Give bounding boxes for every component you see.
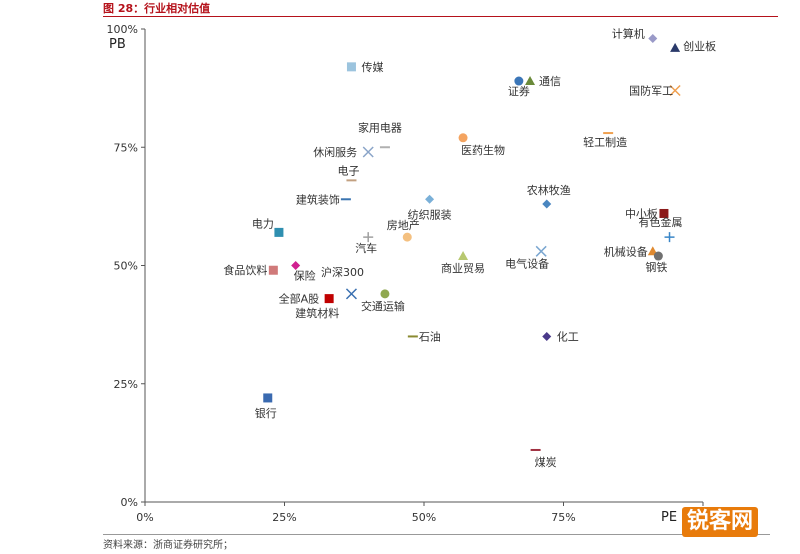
point-label: 电力	[252, 217, 274, 230]
point-沪深300	[345, 288, 357, 300]
point-label: 中小板	[625, 206, 658, 220]
x-tick-label: 75%	[551, 511, 575, 524]
point-label: 石油	[419, 329, 441, 343]
point-化工	[542, 331, 552, 341]
point-全部A股	[324, 294, 334, 304]
y-tick-label: 50%	[114, 260, 138, 273]
point-label: 有色金属	[639, 215, 683, 229]
point-label: 汽车	[355, 241, 377, 255]
point-label: 化工	[557, 329, 579, 343]
x-tick-label: 0%	[136, 511, 153, 524]
point-label: 轻工制造	[583, 135, 627, 149]
point-label: 传媒	[361, 61, 383, 74]
point-label: 保险	[294, 269, 316, 283]
point-label: 休闲服务	[313, 145, 357, 159]
y-axis-title: PB	[109, 37, 126, 52]
point-label: 煤炭	[535, 456, 557, 469]
watermark-logo: 锐客网	[682, 507, 758, 537]
point-有色金属	[664, 232, 675, 243]
point-电力	[274, 227, 284, 237]
point-商业贸易	[458, 251, 469, 261]
header-rule	[103, 16, 778, 17]
point-汽车	[363, 232, 374, 243]
point-label: 沪深300	[321, 265, 364, 279]
y-tick-label: 75%	[114, 141, 138, 154]
point-交通运输	[380, 289, 390, 299]
point-label: 全部A股	[279, 292, 320, 306]
point-证券	[514, 76, 524, 86]
point-label: 交通运输	[361, 299, 405, 313]
point-传媒	[346, 62, 356, 72]
source-note: 资料来源：浙商证券研究所；	[103, 540, 233, 551]
point-label: 建筑装饰	[296, 192, 340, 206]
point-电气设备	[535, 245, 547, 257]
point-保险	[291, 261, 301, 270]
point-农林牧渔	[542, 199, 552, 209]
point-label: 银行	[255, 406, 277, 420]
point-label: 钢铁	[645, 261, 667, 274]
y-tick-label: 100%	[107, 23, 138, 36]
point-label: 家用电器	[358, 120, 402, 134]
point-钢铁	[653, 251, 663, 261]
point-label: 商业贸易	[441, 261, 485, 275]
x-axis-title: PE	[661, 510, 677, 525]
point-国防军工	[669, 84, 681, 97]
point-label: 食品饮料	[223, 263, 267, 277]
x-tick-label: 25%	[272, 511, 296, 524]
point-label: 证券	[508, 84, 530, 98]
point-银行	[263, 393, 273, 403]
point-label: 医药生物	[461, 143, 505, 157]
point-label: 创业板	[683, 39, 716, 53]
point-中小板	[659, 208, 669, 218]
point-label: 计算机	[612, 26, 645, 40]
y-tick-label: 25%	[114, 378, 138, 391]
point-房地产	[402, 232, 412, 242]
x-tick-label: 50%	[412, 511, 436, 524]
point-创业板	[670, 42, 681, 52]
point-label: 通信	[539, 75, 561, 88]
y-tick-label: 0%	[121, 496, 138, 509]
point-休闲服务	[362, 146, 374, 158]
point-label: 纺织服装	[408, 207, 452, 221]
point-医药生物	[458, 133, 468, 143]
point-label: 农林牧渔	[527, 183, 571, 197]
point-label: 电子	[337, 164, 359, 177]
point-label: 国防军工	[629, 83, 673, 97]
figure-title: 图 28：行业相对估值	[103, 2, 211, 15]
point-纺织服装	[425, 194, 435, 204]
footer-rule	[103, 534, 770, 535]
point-计算机	[648, 33, 658, 43]
point-label: 机械设备	[604, 244, 648, 258]
point-label: 建筑材料	[295, 306, 339, 320]
point-通信	[525, 76, 536, 86]
point-label: 房地产	[387, 218, 420, 232]
point-食品饮料	[268, 265, 278, 275]
figure-header: 图 28：行业相对估值	[0, 0, 800, 18]
point-label: 电气设备	[505, 256, 549, 270]
